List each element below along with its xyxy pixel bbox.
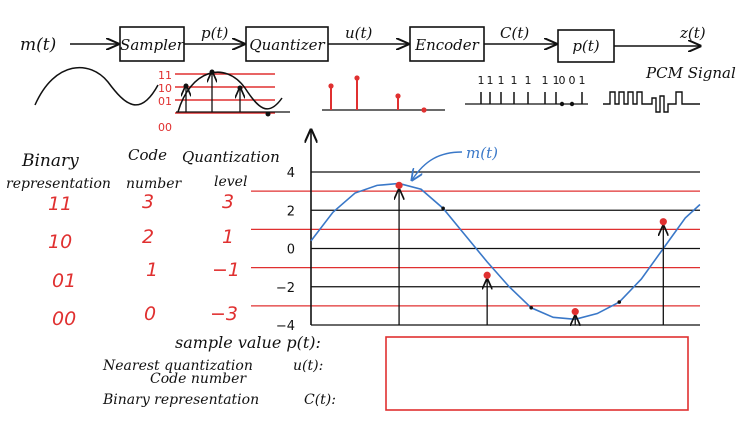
bit-6: 1	[542, 74, 549, 87]
sampled-waveform: 11 10 01 00	[158, 69, 290, 134]
bit-7: 1	[553, 74, 560, 87]
row1-binary: 11	[48, 193, 72, 215]
series-label-pointer	[412, 151, 463, 180]
sample-point	[571, 308, 579, 316]
row4-code: 0	[144, 303, 156, 325]
header-binary: Binary	[21, 151, 79, 171]
y-tick-label: −2	[276, 281, 295, 296]
row4-binary: 00	[52, 308, 76, 330]
row1-code: 3	[142, 191, 154, 213]
bit-10: 1	[579, 74, 586, 87]
bit-3: 1	[498, 74, 505, 87]
pcm-signal: PCM Signal	[603, 64, 736, 113]
bit-4: 1	[511, 74, 518, 87]
curve-dot	[441, 206, 445, 211]
message-curve	[310, 182, 701, 321]
row3-code: 1	[146, 259, 158, 281]
y-tick-label: 4	[287, 166, 295, 181]
header-representation: representation	[6, 176, 111, 192]
row2-code: 2	[142, 226, 154, 248]
row2-binary: 10	[48, 231, 72, 253]
signal-label-ct: C(t)	[500, 24, 529, 42]
label-ct: C(t):	[304, 392, 336, 408]
header-code: Code	[128, 146, 167, 164]
series-label: m(t)	[466, 144, 498, 162]
level-label-00: 00	[158, 121, 172, 134]
pulse-shape-label: p(t)	[572, 37, 599, 55]
sample-point	[395, 181, 403, 189]
waveform-row: 11 10 01 00	[34, 64, 736, 134]
curve-dot	[529, 305, 533, 310]
row4-level: −3	[210, 303, 238, 325]
signal-label-zt: z(t)	[679, 24, 706, 42]
bottom-labels: sample value p(t): Nearest quantization …	[102, 333, 689, 411]
label-code-number: Code number	[150, 371, 247, 387]
block-diagram: m(t) Sampler p(t) Quantizer u(t) Encoder…	[20, 24, 706, 63]
bit-9: 0	[569, 74, 576, 87]
mapping-table: Binary representation Code number Quanti…	[6, 146, 280, 330]
pcm-signal-label: PCM Signal	[645, 64, 736, 82]
encoder-label: Encoder	[414, 36, 480, 54]
bit-5: 1	[525, 74, 532, 87]
y-tick-label: −4	[276, 319, 295, 334]
y-tick-label: 2	[287, 204, 295, 219]
y-tick-labels: 4 2 0 −2 −4	[276, 166, 295, 334]
quantized-stems	[322, 75, 445, 113]
row3-binary: 01	[52, 270, 76, 292]
binary-pulses: 1 1 1 1 1 1 1 0 0 1	[465, 74, 588, 107]
sample-markers	[395, 181, 667, 325]
sample-point	[483, 271, 491, 279]
header-number: number	[126, 176, 183, 192]
sample-point	[659, 218, 667, 226]
row1-level: 3	[222, 191, 234, 213]
quantization-plot: 4 2 0 −2 −4 m(t)	[251, 130, 701, 334]
curve-dot	[617, 300, 622, 304]
y-tick-label: 0	[287, 243, 295, 258]
bit-2: 1	[487, 74, 494, 87]
header-level: level	[214, 174, 247, 190]
level-label-10: 10	[158, 82, 172, 95]
bit-1: 1	[478, 74, 485, 87]
signal-label-ut: u(t)	[345, 24, 373, 42]
level-label-11: 11	[158, 69, 172, 82]
signal-label-pt: p(t)	[201, 24, 228, 42]
header-quantization: Quantization	[182, 148, 280, 166]
answer-box	[385, 336, 689, 411]
quantizer-label: Quantizer	[249, 36, 325, 54]
row2-level: 1	[222, 226, 234, 248]
label-ut: u(t):	[293, 358, 323, 374]
plot-level-lines	[251, 171, 700, 326]
level-label-01: 01	[158, 95, 172, 108]
row3-level: −1	[212, 259, 240, 281]
label-sample-value: sample value p(t):	[175, 333, 321, 352]
bit-8: 0	[559, 74, 566, 87]
sampler-label: Sampler	[120, 36, 185, 54]
label-binary-representation: Binary representation	[102, 392, 259, 408]
input-waveform	[34, 67, 159, 106]
label-nearest-quantization: Nearest quantization	[102, 358, 253, 374]
input-label: m(t)	[20, 35, 56, 55]
